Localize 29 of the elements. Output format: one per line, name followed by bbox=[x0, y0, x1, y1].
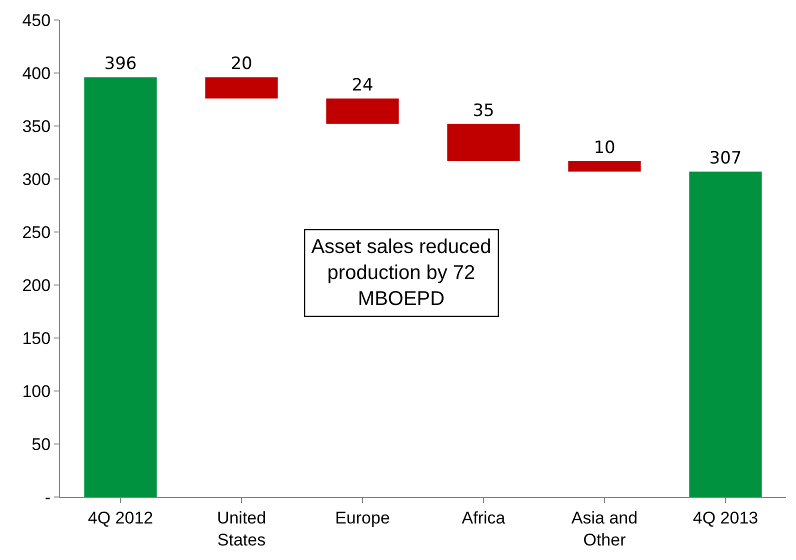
bar bbox=[689, 172, 762, 497]
bar bbox=[84, 77, 157, 497]
x-tick-label: Africa bbox=[462, 508, 506, 528]
y-tick-label: - bbox=[44, 488, 51, 507]
data-label: 396 bbox=[104, 54, 137, 74]
y-tick-label: 100 bbox=[22, 382, 51, 401]
annotation: Asset sales reduced production by 72 MBOEPD bbox=[311, 236, 492, 310]
x-tick-label: 4Q 2013 bbox=[692, 508, 758, 528]
data-label: 24 bbox=[352, 75, 374, 96]
x-tick-label: Asia and Other bbox=[571, 508, 638, 550]
y-tick-label: 400 bbox=[22, 64, 51, 83]
y-tick-label: 350 bbox=[22, 116, 51, 136]
data-label: 35 bbox=[472, 100, 494, 121]
x-tick-label: 4Q 2012 bbox=[88, 508, 154, 528]
y-tick-label: 200 bbox=[22, 276, 51, 295]
data-label: 10 bbox=[594, 138, 616, 158]
y-tick-label: 250 bbox=[22, 222, 51, 242]
bar bbox=[205, 77, 278, 98]
y-tick-label: 300 bbox=[22, 170, 51, 189]
y-tick-label: 50 bbox=[32, 434, 51, 454]
data-label: 20 bbox=[230, 54, 252, 74]
x-tick-label: United States bbox=[216, 508, 266, 550]
bar bbox=[447, 124, 520, 161]
y-tick-label: 150 bbox=[22, 328, 51, 348]
x-tick-label: Europe bbox=[335, 508, 390, 528]
bar bbox=[326, 98, 399, 124]
data-label: 307 bbox=[709, 148, 742, 169]
y-tick-label: 450 bbox=[22, 10, 51, 30]
bar bbox=[568, 160, 641, 172]
